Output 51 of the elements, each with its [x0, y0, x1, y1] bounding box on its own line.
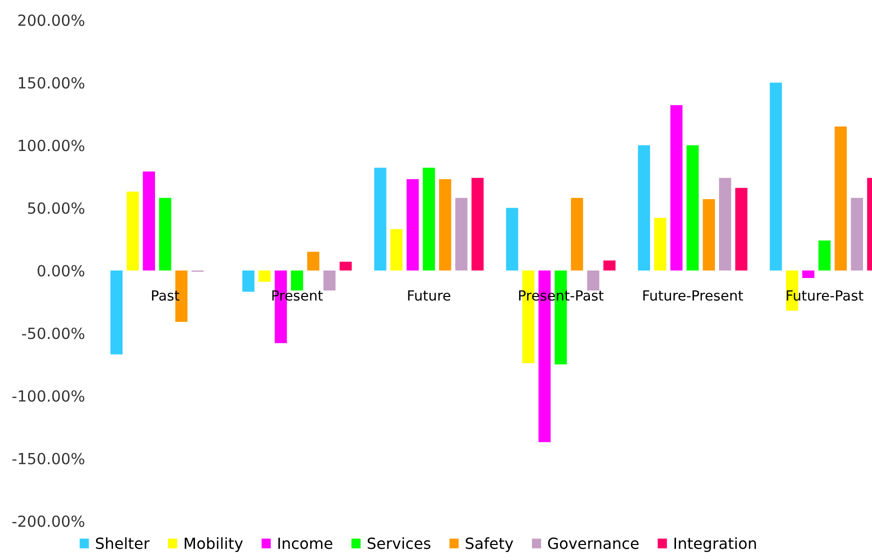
bar	[439, 179, 452, 270]
bar	[290, 270, 304, 291]
bar	[686, 145, 699, 270]
y-tick-label: -200.00%	[12, 515, 84, 528]
bar	[472, 178, 484, 270]
bar	[340, 262, 352, 270]
bar	[422, 168, 435, 270]
bar	[570, 198, 584, 270]
legend-label: Governance	[548, 538, 639, 550]
bar	[603, 260, 616, 270]
y-tick-label: -150.00%	[12, 452, 84, 464]
bar	[323, 270, 336, 291]
bar	[850, 198, 864, 270]
y-tick-label: 0.00%	[38, 264, 84, 277]
bar	[818, 240, 831, 270]
bar	[159, 198, 172, 270]
bar	[242, 270, 254, 292]
bar	[702, 199, 715, 270]
y-tick-label: 200.00%	[18, 14, 84, 26]
legend-label: Integration	[674, 537, 756, 552]
bar	[770, 82, 782, 270]
bar	[390, 229, 403, 270]
bar	[654, 218, 666, 270]
bar	[670, 105, 682, 270]
legend-label: Services	[368, 537, 430, 550]
bar	[110, 270, 123, 354]
y-tick-label: -100.00%	[12, 390, 84, 402]
y-tick-label: 100.00%	[18, 140, 84, 152]
legend-label: Income	[278, 538, 332, 550]
y-tick-label: 50.00%	[28, 202, 84, 214]
x-tick-label: Future-Present	[643, 290, 743, 301]
x-tick-label: Future	[408, 290, 450, 301]
bar	[406, 179, 419, 270]
bar	[834, 126, 847, 270]
bar	[142, 172, 156, 270]
bar	[126, 192, 139, 270]
legend-label: Safety	[466, 537, 514, 552]
y-tick-label: -50.00%	[22, 328, 84, 340]
bar	[802, 270, 814, 278]
bar	[258, 270, 271, 282]
legend-label: Mobility	[184, 537, 243, 552]
bar	[374, 168, 386, 270]
legend-label: Shelter	[96, 537, 150, 550]
bar	[587, 270, 600, 291]
y-tick-label: 150.00%	[18, 77, 84, 89]
bar	[638, 145, 650, 270]
bar	[719, 178, 732, 270]
bar	[735, 188, 748, 270]
bar	[506, 208, 518, 270]
bar	[455, 198, 468, 270]
bar	[307, 252, 320, 270]
